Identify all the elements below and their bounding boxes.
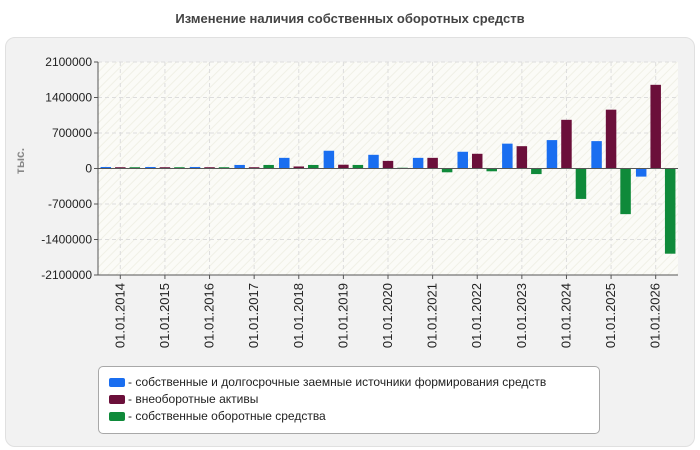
y-tick-label: 700000 bbox=[52, 126, 92, 140]
bar-s1-4 bbox=[293, 166, 305, 169]
x-tick-label: 01.01.2024 bbox=[558, 283, 573, 348]
x-tick-label: 01.01.2021 bbox=[425, 283, 440, 348]
y-tick-labels: 2100000 1400000 700000 0 -700000 -1400000 -210… bbox=[41, 55, 92, 282]
chart-title: Изменение наличия собственных оборотных … bbox=[175, 11, 525, 26]
legend-label-noncurrent: - внеоборотные активы bbox=[128, 392, 259, 406]
y-tick-label: 1400000 bbox=[45, 91, 92, 105]
x-tick-label: 01.01.2020 bbox=[380, 283, 395, 348]
bar-s0-6 bbox=[368, 154, 379, 169]
bar-s0-8 bbox=[457, 151, 468, 169]
axes bbox=[94, 61, 678, 279]
bar-s2-3 bbox=[263, 164, 274, 169]
bar-s1-10 bbox=[561, 119, 572, 169]
bar-s0-10 bbox=[546, 140, 558, 169]
legend-swatch-noncurrent bbox=[109, 395, 125, 405]
x-tick-label: 01.01.2014 bbox=[112, 283, 127, 348]
y-tick-label: -1400000 bbox=[41, 233, 92, 247]
x-tick-label: 01.01.2015 bbox=[157, 283, 172, 348]
bar-s0-3 bbox=[234, 164, 245, 169]
x-tick-labels: 01.01.2014 01.01.2015 01.01.2016 01.01.2017… bbox=[112, 283, 662, 348]
bar-s2-0 bbox=[129, 167, 141, 169]
legend-item-noncurrent: - внеоборотные активы bbox=[109, 392, 258, 408]
y-tick-label: 2100000 bbox=[45, 55, 92, 69]
x-tick-label: 01.01.2016 bbox=[202, 283, 217, 348]
x-tick-label: 01.01.2017 bbox=[246, 283, 261, 348]
bar-s1-0 bbox=[115, 167, 126, 169]
bar-s1-7 bbox=[427, 157, 438, 169]
x-tick-label: 01.01.2018 bbox=[291, 283, 306, 348]
bar-s0-5 bbox=[323, 150, 335, 169]
x-tick-label: 01.01.2026 bbox=[648, 283, 663, 348]
legend: - собственные и долгосрочные заемные ист… bbox=[98, 366, 600, 434]
bar-s0-12 bbox=[635, 168, 647, 177]
bar-s2-12 bbox=[664, 168, 676, 254]
legend-swatch-working-capital bbox=[109, 412, 125, 422]
bar-s1-2 bbox=[204, 167, 215, 169]
bars bbox=[100, 84, 676, 254]
bar-s0-2 bbox=[189, 166, 201, 169]
bar-s1-3 bbox=[248, 167, 260, 169]
bar-s2-2 bbox=[218, 167, 230, 169]
legend-swatch-sources bbox=[109, 378, 125, 388]
bar-s1-12 bbox=[650, 84, 661, 169]
bar-s2-5 bbox=[352, 164, 364, 169]
bar-s1-6 bbox=[382, 160, 394, 169]
legend-item-sources: - собственные и долгосрочные заемные ист… bbox=[109, 375, 546, 391]
bar-s2-7 bbox=[441, 168, 453, 173]
bar-s0-0 bbox=[100, 166, 112, 169]
legend-label-sources: - собственные и долгосрочные заемные ист… bbox=[128, 375, 547, 389]
bar-s0-11 bbox=[591, 141, 602, 169]
x-tick-label: 01.01.2025 bbox=[603, 283, 618, 348]
x-tick-label: 01.01.2019 bbox=[335, 283, 350, 348]
y-tick-label: -2100000 bbox=[41, 268, 92, 282]
bar-s2-11 bbox=[620, 168, 631, 215]
x-tick-label: 01.01.2022 bbox=[469, 283, 484, 348]
bar-s1-5 bbox=[338, 164, 349, 169]
bar-s1-1 bbox=[159, 167, 171, 169]
bar-s1-9 bbox=[516, 146, 528, 169]
bar-s2-8 bbox=[486, 168, 497, 172]
x-tick-label: 01.01.2023 bbox=[514, 283, 529, 348]
bar-s0-9 bbox=[502, 143, 513, 169]
bar-s2-9 bbox=[531, 168, 542, 175]
bar-s0-4 bbox=[279, 157, 290, 169]
bar-s2-4 bbox=[308, 164, 319, 169]
bar-s1-11 bbox=[605, 109, 617, 169]
y-axis-label: тыс. bbox=[13, 148, 27, 174]
legend-label-working-capital: - собственные оборотные средства bbox=[128, 409, 326, 423]
bar-s1-8 bbox=[471, 153, 483, 169]
bar-s0-1 bbox=[145, 166, 156, 169]
bar-s2-10 bbox=[575, 168, 587, 199]
legend-item-working-capital: - собственные оборотные средства bbox=[109, 409, 326, 425]
y-tick-label: 0 bbox=[85, 162, 92, 176]
bar-s0-7 bbox=[412, 157, 424, 169]
y-tick-label: -700000 bbox=[48, 197, 92, 211]
bar-s2-1 bbox=[174, 167, 185, 169]
